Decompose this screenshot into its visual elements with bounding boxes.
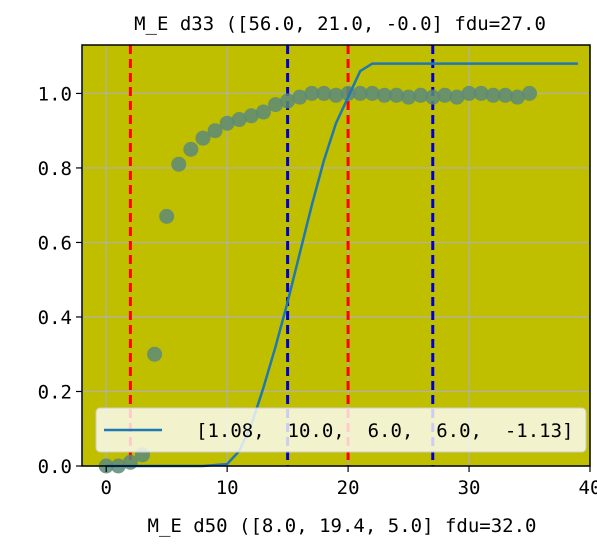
scatter-point: [497, 87, 513, 103]
y-tick-label: 0.6: [38, 232, 72, 254]
x-tick-label: 20: [337, 477, 360, 499]
scatter-point: [364, 85, 380, 101]
legend-label: [1.08, 10.0, 6.0, 6.0, -1.13]: [196, 420, 574, 442]
scatter-point: [473, 85, 489, 101]
y-tick-label: 0.0: [38, 456, 72, 478]
scatter-point: [522, 85, 538, 101]
scatter-point: [268, 97, 284, 113]
x-tick-label: 30: [458, 477, 481, 499]
plot-frame: [81, 44, 591, 467]
legend: [1.08, 10.0, 6.0, 6.0, -1.13]: [95, 407, 587, 453]
scatter-point: [401, 89, 417, 105]
scatter-point: [219, 115, 235, 131]
scatter-point: [280, 93, 296, 109]
scatter-point: [485, 87, 501, 103]
scatter-point: [413, 87, 429, 103]
scatter-point: [243, 108, 259, 124]
scatter-point: [461, 85, 477, 101]
x-axis-label: M_E d50 ([8.0, 19.4, 5.0] fdu=32.0: [148, 515, 537, 537]
y-tick-label: 1.0: [38, 83, 72, 105]
scatter-point: [352, 85, 368, 101]
x-axis-ticks: 0 10 20 30 40: [100, 466, 597, 499]
scatter-point: [388, 87, 404, 103]
scatter-point: [437, 87, 453, 103]
scatter-point: [425, 89, 441, 105]
scatter-point: [509, 89, 525, 105]
scatter-point: [147, 346, 163, 362]
scatter-point: [316, 85, 332, 101]
y-tick-label: 0.8: [38, 158, 72, 180]
x-tick-label: 10: [216, 477, 239, 499]
scatter-series: [98, 85, 538, 474]
chart-title: M_E d33 ([56.0, 21.0, -0.0] fdu=27.0: [134, 13, 546, 35]
scatter-point: [231, 112, 247, 128]
legend-box: [95, 407, 587, 453]
reference-lines: [128, 45, 435, 466]
y-axis-ticks: 0.0 0.2 0.4 0.6 0.8 1.0: [38, 83, 82, 478]
scatter-point: [376, 87, 392, 103]
scatter-point: [255, 104, 271, 120]
plot-area: [82, 45, 590, 466]
scatter-point: [207, 123, 223, 139]
y-tick-label: 0.4: [38, 307, 72, 329]
scatter-point: [292, 89, 308, 105]
y-tick-label: 0.2: [38, 381, 72, 403]
scatter-point: [171, 156, 187, 172]
scatter-point: [328, 87, 344, 103]
x-tick-label: 0: [100, 477, 111, 499]
scatter-point: [195, 130, 211, 146]
scatter-point: [304, 85, 320, 101]
scatter-point: [159, 208, 175, 224]
x-tick-label: 40: [579, 477, 597, 499]
scatter-point: [449, 89, 465, 105]
scatter-point: [183, 141, 199, 157]
